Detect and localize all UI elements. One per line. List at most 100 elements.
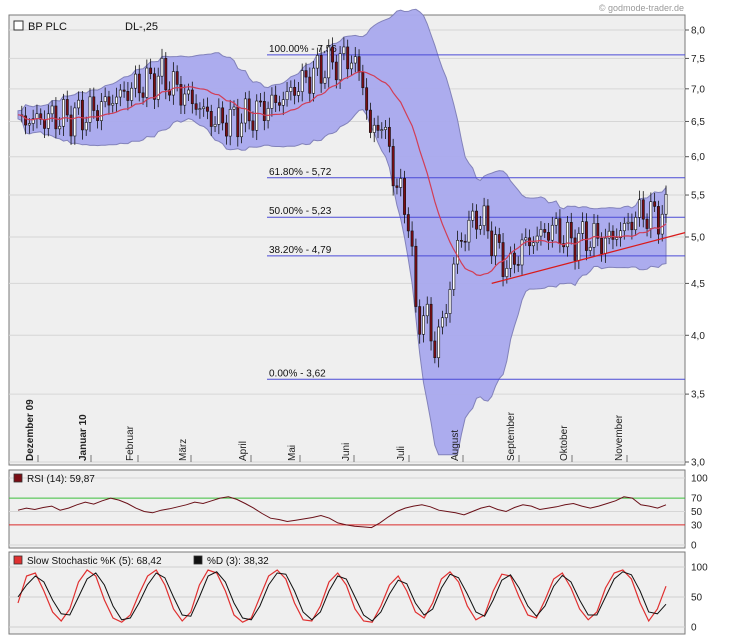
candle-body (164, 57, 168, 91)
bollinger-band-area (17, 8, 667, 456)
candle-body (456, 240, 460, 265)
candle-body (206, 106, 209, 112)
stochastic-d-swatch-icon (193, 555, 203, 565)
candle-body (440, 317, 444, 328)
rsi-tick-label: 30 (691, 520, 703, 531)
candle-body (88, 96, 92, 123)
rsi-panel-frame (8, 469, 686, 549)
chart-title: BP PLC (28, 21, 67, 33)
candle-body (338, 53, 342, 81)
month-label: September (506, 411, 517, 461)
month-label: April (238, 441, 249, 461)
candle-body (240, 122, 244, 138)
candle-body (183, 93, 187, 106)
candle-body (243, 98, 247, 124)
candle-body (141, 92, 145, 98)
price-tick-label: 7,0 (691, 84, 705, 95)
month-label: November (614, 414, 625, 461)
candle-body (641, 199, 645, 220)
rsi-legend-swatch-icon (13, 473, 23, 483)
candle-body (111, 103, 115, 106)
candle-body (459, 240, 463, 242)
stochastic-lines (17, 569, 667, 623)
candle-body (92, 96, 96, 111)
candle-body (266, 108, 270, 121)
price-tick-label: 3,5 (691, 390, 705, 401)
month-label: März (178, 439, 189, 461)
price-tick-label: 6,0 (691, 152, 705, 163)
rsi-tick-label: 100 (691, 474, 708, 485)
candle-body (221, 107, 225, 124)
candle-body (566, 222, 569, 248)
candle-body (615, 237, 619, 240)
candle-body (171, 71, 175, 96)
candle-body (391, 146, 395, 187)
candle-body (327, 46, 331, 79)
candle-body (80, 99, 84, 131)
candle-body (58, 125, 62, 130)
candle-body (494, 234, 497, 257)
candle-body (62, 99, 65, 127)
moving-average-line (17, 70, 667, 277)
stochastic-tick-label: 0 (691, 623, 697, 634)
candle-body (471, 210, 475, 221)
fibonacci-label: 0.00% - 3,62 (269, 368, 326, 379)
candle-body (380, 129, 384, 131)
candle-body (285, 91, 289, 100)
price-tick-label: 7,5 (691, 54, 705, 65)
month-label: Mai (287, 445, 298, 461)
candle-body (626, 221, 630, 224)
candle-body (569, 222, 573, 239)
candle-body (365, 87, 369, 111)
month-label: Januar 10 (78, 414, 89, 461)
candle-body (236, 106, 240, 138)
candle-body (516, 264, 520, 266)
trend-line (491, 231, 686, 285)
stochastic-k-title: Slow Stochastic %K (5): 68,42 (27, 556, 162, 567)
candle-body (448, 289, 452, 314)
candle-body (300, 70, 304, 92)
candle-body (554, 218, 558, 226)
candle-body (603, 237, 607, 254)
candle-body (475, 210, 478, 230)
candle-body (145, 67, 149, 98)
candle-body (65, 99, 69, 116)
candle-body (103, 96, 107, 103)
candle-body (656, 206, 660, 235)
candle-body (262, 101, 266, 121)
candle-body (524, 237, 528, 241)
candle-body (486, 205, 490, 232)
month-label: Juni (341, 443, 352, 461)
candle-body (539, 229, 543, 237)
candle-body (179, 84, 183, 106)
candle-body (584, 221, 588, 251)
candle-body (46, 113, 50, 129)
candle-body (384, 126, 388, 130)
candle-body (274, 94, 278, 103)
candle-body (115, 96, 118, 104)
candle-body (278, 102, 281, 106)
candle-body (342, 46, 346, 54)
month-label: Juli (396, 446, 407, 461)
candle-body (187, 89, 190, 95)
candle-body (350, 62, 353, 70)
candle-body (433, 340, 437, 359)
candle-body (463, 240, 467, 243)
candle-body (175, 71, 179, 85)
candle-body (368, 109, 372, 133)
rsi-line (17, 496, 667, 529)
candle-body (168, 89, 172, 96)
price-tick-label: 5,0 (691, 233, 705, 244)
candle-body (202, 106, 206, 109)
candle-body (429, 303, 433, 342)
candle-body (232, 106, 236, 110)
candle-body (596, 223, 600, 239)
candle-body (444, 313, 448, 319)
candle-body (452, 263, 456, 290)
candle-body (543, 229, 547, 233)
candle-body (247, 98, 251, 122)
bollinger-band (17, 8, 667, 456)
stochastic-tick-label: 50 (691, 593, 703, 604)
candle-body (497, 234, 501, 243)
stochastic-k-swatch-icon (13, 555, 23, 565)
